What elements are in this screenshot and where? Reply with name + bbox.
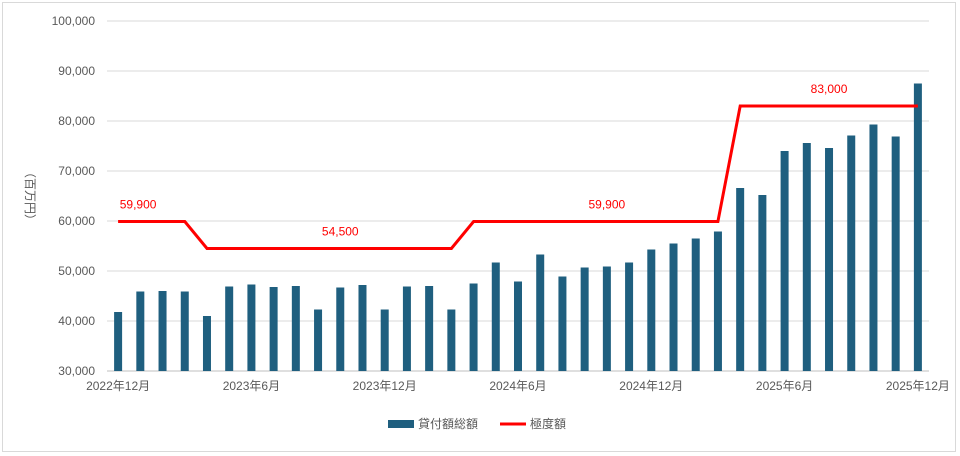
bar <box>736 188 745 371</box>
y-axis-ticks: 30,000 40,000 50,000 60,000 70,000 80,000 90,0… <box>52 14 96 378</box>
bar <box>602 266 611 371</box>
bar <box>625 262 634 371</box>
bar <box>358 285 367 371</box>
y-tick-label: 80,000 <box>58 114 95 128</box>
bar <box>580 267 589 371</box>
y-tick-label: 40,000 <box>58 314 95 328</box>
bar <box>380 309 389 371</box>
bar <box>847 135 856 371</box>
bar <box>536 254 545 371</box>
limit-annotation: 59,900 <box>589 198 626 212</box>
x-tick-label: 2023年12月 <box>353 379 417 393</box>
limit-annotation: 59,900 <box>120 198 157 212</box>
legend-swatch-bars <box>388 420 414 428</box>
bar <box>402 286 411 371</box>
bar <box>314 309 323 371</box>
bar <box>780 151 789 371</box>
y-tick-label: 50,000 <box>58 264 95 278</box>
x-tick-label: 2024年12月 <box>619 379 683 393</box>
legend: 貸付額総額 極度額 <box>388 416 566 431</box>
bar <box>647 249 656 371</box>
x-tick-label: 2025年12月 <box>886 379 950 393</box>
bar <box>891 136 900 371</box>
bar-series <box>114 83 922 371</box>
limit-line <box>118 104 918 250</box>
bar <box>158 291 167 371</box>
x-tick-label: 2023年6月 <box>223 379 280 393</box>
bar <box>425 286 434 371</box>
y-tick-label: 70,000 <box>58 164 95 178</box>
limit-annotation: 83,000 <box>811 82 848 96</box>
bar <box>291 286 300 371</box>
bar <box>202 316 211 371</box>
limit-annotation: 54,500 <box>322 225 359 239</box>
bar <box>336 287 345 371</box>
bar <box>869 124 878 371</box>
gridlines <box>107 20 929 372</box>
bar <box>758 195 767 371</box>
bar <box>491 262 500 371</box>
bar <box>691 238 700 371</box>
y-tick-label: 60,000 <box>58 214 95 228</box>
bar <box>225 286 234 371</box>
bar <box>269 287 278 371</box>
legend-label-bars: 貸付額総額 <box>418 416 478 431</box>
x-tick-label: 2025年6月 <box>756 379 813 393</box>
bar <box>514 281 522 371</box>
bar <box>114 312 123 371</box>
legend-label-line: 極度額 <box>530 416 566 431</box>
bar <box>913 83 922 371</box>
bar <box>713 231 722 371</box>
y-axis-label: （百万円） <box>23 166 37 226</box>
x-tick-label: 2024年6月 <box>489 379 546 393</box>
bar <box>469 283 478 371</box>
bar <box>558 276 567 371</box>
annotations: 59,900 54,500 59,900 83,000 <box>120 82 848 239</box>
bar <box>136 291 145 371</box>
bar <box>825 148 834 371</box>
bar <box>669 243 678 371</box>
bar <box>447 309 456 371</box>
line-series <box>118 104 918 250</box>
bar <box>802 143 811 371</box>
bar <box>247 284 256 371</box>
y-tick-label: 100,000 <box>52 14 96 28</box>
x-tick-label: 2022年12月 <box>86 379 150 393</box>
y-tick-label: 30,000 <box>58 364 95 378</box>
y-tick-label: 90,000 <box>58 64 95 78</box>
x-axis-ticks: 2022年12月 2023年6月 2023年12月 2024年6月 2024年12月 20… <box>86 379 950 393</box>
bar <box>180 291 189 371</box>
